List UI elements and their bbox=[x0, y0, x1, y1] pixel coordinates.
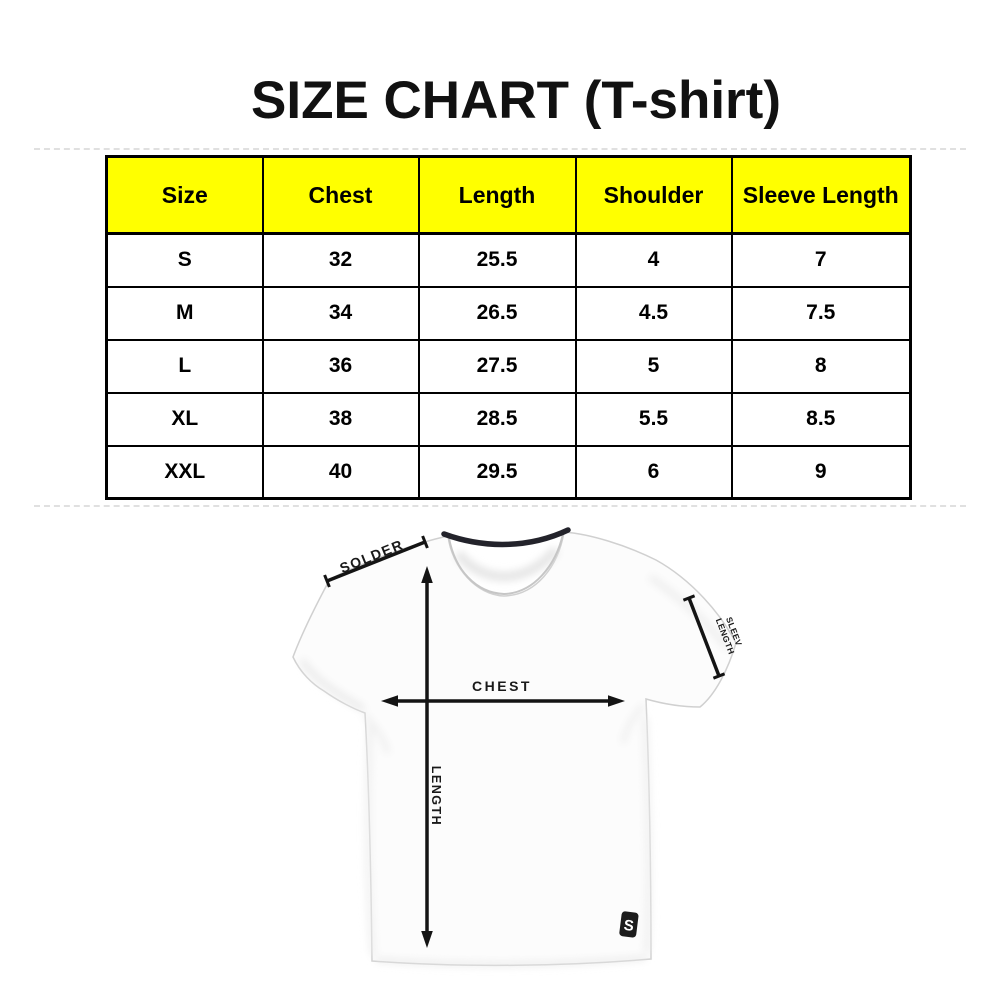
faint-gridline-top bbox=[34, 148, 966, 150]
column-header-chest: Chest bbox=[261, 155, 420, 235]
page-title: SIZE CHART (T-shirt) bbox=[251, 71, 781, 130]
length-arrow bbox=[421, 566, 433, 948]
cell-chest: 32 bbox=[261, 232, 420, 288]
cell-shoulder: 5.5 bbox=[574, 391, 733, 447]
chest-arrow bbox=[381, 695, 625, 707]
cell-chest: 38 bbox=[261, 391, 420, 447]
size-chart-table: Size Chest Length Shoulder Sleeve Length… bbox=[105, 155, 912, 500]
column-header-length: Length bbox=[417, 155, 577, 235]
table-row-xxl: XXL 40 29.5 6 9 bbox=[105, 444, 912, 500]
cell-length: 27.5 bbox=[417, 338, 577, 394]
sleeve-dimension-line bbox=[682, 594, 726, 680]
cell-size: L bbox=[105, 338, 264, 394]
cell-length: 28.5 bbox=[417, 391, 577, 447]
cell-shoulder: 5 bbox=[574, 338, 733, 394]
table-header-row: Size Chest Length Shoulder Sleeve Length bbox=[105, 155, 912, 235]
table-row-l: L 36 27.5 5 8 bbox=[105, 338, 912, 394]
cell-shoulder: 6 bbox=[574, 444, 733, 500]
cell-length: 29.5 bbox=[417, 444, 577, 500]
chest-label: CHEST bbox=[472, 678, 532, 694]
collar-trim bbox=[441, 527, 571, 548]
cell-chest: 40 bbox=[261, 444, 420, 500]
cell-size: XXL bbox=[105, 444, 264, 500]
cell-size: XL bbox=[105, 391, 264, 447]
table-row-s: S 32 25.5 4 7 bbox=[105, 232, 912, 288]
cell-chest: 36 bbox=[261, 338, 420, 394]
cell-size: M bbox=[105, 285, 264, 341]
cell-chest: 34 bbox=[261, 285, 420, 341]
column-header-sleeve-length: Sleeve Length bbox=[730, 155, 912, 235]
table-row-m: M 34 26.5 4.5 7.5 bbox=[105, 285, 912, 341]
cell-sleeve-length: 9 bbox=[730, 444, 912, 500]
cell-size: S bbox=[105, 232, 264, 288]
column-header-shoulder: Shoulder bbox=[574, 155, 733, 235]
tshirt-graphic: SOLDER LENGTH CHEST SLEEV bbox=[292, 527, 744, 967]
cell-sleeve-length: 7 bbox=[730, 232, 912, 288]
logo-letter: S bbox=[623, 917, 635, 935]
cell-sleeve-length: 8.5 bbox=[730, 391, 912, 447]
column-header-size: Size bbox=[105, 155, 264, 235]
cell-shoulder: 4.5 bbox=[574, 285, 733, 341]
cell-sleeve-length: 7.5 bbox=[730, 285, 912, 341]
cell-sleeve-length: 8 bbox=[730, 338, 912, 394]
brand-logo-badge: S bbox=[619, 911, 639, 938]
faint-gridline-bottom bbox=[34, 505, 966, 507]
length-label: LENGTH bbox=[429, 766, 443, 826]
cell-length: 26.5 bbox=[417, 285, 577, 341]
shoulder-dimension-line bbox=[323, 535, 429, 588]
tshirt-measurement-diagram: SOLDER LENGTH CHEST SLEEV bbox=[280, 515, 750, 990]
cell-shoulder: 4 bbox=[574, 232, 733, 288]
collar-rib bbox=[448, 533, 564, 596]
tshirt-body bbox=[292, 531, 737, 967]
cell-length: 25.5 bbox=[417, 232, 577, 288]
table-row-xl: XL 38 28.5 5.5 8.5 bbox=[105, 391, 912, 447]
